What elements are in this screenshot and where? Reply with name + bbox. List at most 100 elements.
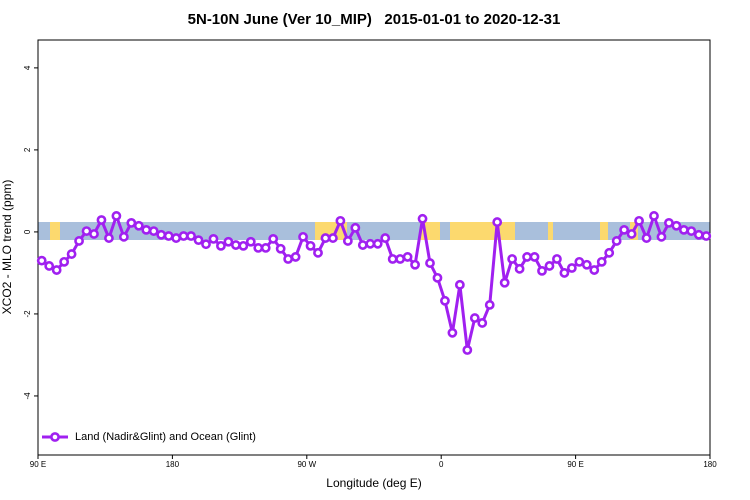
point: [104, 233, 114, 243]
point: [81, 226, 92, 236]
point: [298, 231, 308, 242]
x-axis-label: Longitude (deg E): [326, 476, 421, 490]
point: [522, 252, 532, 262]
point: [611, 236, 622, 246]
point: [36, 255, 47, 266]
x-tick-label: 90 E: [30, 460, 46, 469]
land-patch: [548, 222, 553, 240]
point: [484, 300, 495, 310]
point: [305, 240, 316, 251]
point: [342, 236, 353, 246]
point: [357, 240, 368, 250]
point: [193, 235, 204, 246]
point: [529, 252, 540, 262]
point: [245, 236, 256, 247]
point: [313, 247, 323, 258]
point: [678, 224, 689, 235]
point: [447, 327, 458, 338]
point: [365, 238, 376, 249]
point: [395, 254, 406, 264]
point: [216, 240, 226, 251]
point: [566, 263, 577, 273]
point: [454, 279, 465, 290]
point: [537, 265, 547, 276]
point: [552, 254, 562, 264]
y-tick-label: 0: [23, 229, 32, 234]
x-tick-label: 0: [439, 460, 444, 469]
point: [634, 215, 644, 226]
point: [649, 211, 659, 221]
land-patch: [600, 222, 608, 240]
y-tick-label: -4: [23, 392, 32, 400]
point: [208, 233, 219, 244]
point: [133, 220, 144, 231]
point: [89, 229, 99, 239]
point: [178, 231, 189, 241]
point: [380, 233, 391, 243]
point: [656, 231, 667, 242]
legend-marker: [50, 432, 60, 442]
point: [335, 215, 346, 226]
point: [641, 233, 652, 243]
point: [589, 265, 600, 275]
point: [440, 295, 450, 306]
legend-label: Land (Nadir&Glint) and Ocean (Glint): [75, 431, 256, 443]
point: [604, 247, 615, 258]
point: [425, 258, 435, 268]
point: [387, 254, 398, 264]
point: [230, 240, 241, 250]
point: [693, 229, 704, 240]
x-tick-label: 180: [703, 460, 717, 469]
plot-frame: [37, 39, 711, 456]
point: [320, 233, 331, 243]
point: [350, 222, 361, 233]
point: [328, 233, 338, 243]
point: [499, 277, 510, 288]
point: [290, 252, 301, 262]
point: [671, 220, 682, 231]
point: [507, 254, 518, 264]
point: [74, 236, 84, 246]
point: [275, 243, 286, 254]
point: [126, 217, 137, 228]
point: [581, 259, 592, 270]
point: [96, 215, 107, 225]
point: [148, 226, 159, 236]
point: [492, 217, 503, 227]
land-patch: [50, 222, 60, 240]
point: [141, 224, 152, 235]
point: [283, 254, 294, 264]
y-tick-label: 4: [23, 65, 32, 70]
point: [686, 226, 697, 236]
point: [544, 261, 555, 271]
point: [574, 256, 585, 267]
ocean-strip: [38, 222, 710, 240]
point: [596, 256, 607, 267]
point: [619, 224, 630, 235]
point: [417, 213, 428, 224]
point: [410, 259, 420, 270]
point: [171, 233, 182, 243]
point: [268, 233, 279, 244]
point: [111, 211, 122, 221]
point: [201, 239, 211, 250]
point: [626, 229, 637, 239]
point: [664, 217, 674, 228]
point: [51, 265, 62, 275]
x-tick-label: 90 E: [567, 460, 583, 469]
point: [402, 252, 413, 262]
point: [477, 318, 488, 328]
x-tick-label: 90 W: [297, 460, 316, 469]
point: [559, 268, 570, 278]
point: [118, 231, 129, 242]
point: [59, 256, 70, 267]
point: [701, 231, 712, 241]
y-tick-label: -2: [23, 310, 32, 318]
y-axis-label: XCO2 - MLO trend (ppm): [0, 180, 14, 315]
land-patch: [450, 222, 515, 240]
point: [469, 313, 480, 323]
point: [163, 231, 174, 241]
point: [156, 229, 167, 240]
point: [253, 243, 264, 253]
